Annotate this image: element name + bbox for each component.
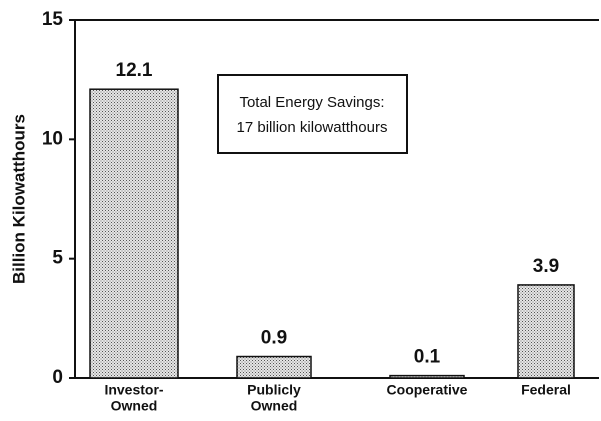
value-label: 12.1 [116,60,153,81]
x-tick-label: Publicly [247,382,301,398]
x-tick-label: Owned [111,398,158,414]
value-label: 0.1 [414,347,441,368]
value-label: 0.9 [261,328,287,349]
annotation: Total Energy Savings: [239,94,384,111]
x-tick-label: Investor- [104,382,163,398]
annotation: 17 billion kilowatthours [237,119,388,136]
y-tick-label: 0 [52,367,63,388]
y-tick-label: 5 [52,248,63,269]
value-label: 3.9 [533,256,559,277]
y-axis-label: Billion Kilowatthours [9,114,28,284]
y-tick-label: 15 [42,9,64,30]
bar [89,88,179,379]
x-tick-label: Owned [251,398,298,414]
bar [236,355,312,379]
x-tick-label: Cooperative [387,382,468,398]
bar [389,374,465,379]
x-tick-label: Federal [521,382,571,398]
annotation-box [217,74,408,154]
bar [517,284,575,379]
y-tick-label: 10 [42,128,63,149]
